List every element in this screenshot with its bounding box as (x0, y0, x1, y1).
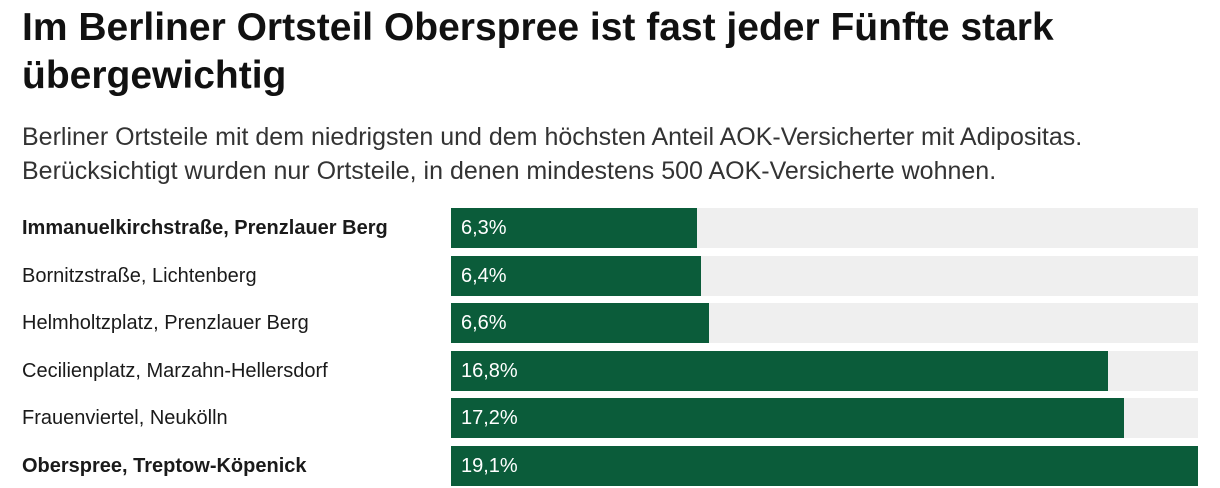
category-label: Bornitzstraße, Lichtenberg (22, 264, 257, 287)
bar-row: Helmholtzplatz, Prenzlauer Berg 6,6% (0, 303, 1220, 343)
bar (451, 255, 701, 296)
bar-row: Bornitzstraße, Lichtenberg 6,4% (0, 255, 1220, 296)
bar-row: Frauenviertel, Neukölln 17,2% (0, 398, 1220, 438)
chart-subtitle: Berliner Ortsteile mit dem niedrigsten u… (22, 123, 1083, 185)
bar-value-label: 6,6% (461, 312, 507, 334)
category-label: Oberspree, Treptow-Köpenick (22, 454, 307, 477)
bar-track: 6,6% (451, 303, 1198, 343)
bar-value-label: 6,4% (461, 264, 507, 287)
category-label: Immanuelkirchstraße, Prenzlauer Berg (22, 217, 388, 239)
bar-chart: Immanuelkirchstraße, Prenzlauer Berg 6,3%… (0, 208, 1220, 488)
bar-row: Cecilienplatz, Marzahn-Hellersdorf 16,8% (0, 350, 1220, 391)
bar-track: 19,1% (451, 445, 1198, 486)
bar-row: Immanuelkirchstraße, Prenzlauer Berg 6,3% (0, 208, 1220, 248)
bar (451, 303, 709, 343)
bar-value-label: 19,1% (461, 454, 518, 477)
bar-row: Oberspree, Treptow-Köpenick 19,1% (0, 445, 1220, 486)
bar-track: 17,2% (451, 398, 1198, 438)
bar (451, 445, 1198, 486)
bar-value-label: 17,2% (461, 407, 518, 429)
category-label: Cecilienplatz, Marzahn-Hellersdorf (22, 359, 328, 382)
bar-track: 16,8% (451, 350, 1198, 391)
bar (451, 350, 1108, 391)
bar-value-label: 16,8% (461, 359, 518, 382)
bar-track: 6,3% (451, 208, 1198, 248)
bar-value-label: 6,3% (461, 217, 507, 239)
category-label: Helmholtzplatz, Prenzlauer Berg (22, 312, 309, 334)
bar (451, 208, 697, 248)
chart-title: Im Berliner Ortsteil Oberspree ist fast … (22, 6, 1054, 97)
bar (451, 398, 1124, 438)
category-label: Frauenviertel, Neukölln (22, 407, 228, 429)
bar-track: 6,4% (451, 255, 1198, 296)
